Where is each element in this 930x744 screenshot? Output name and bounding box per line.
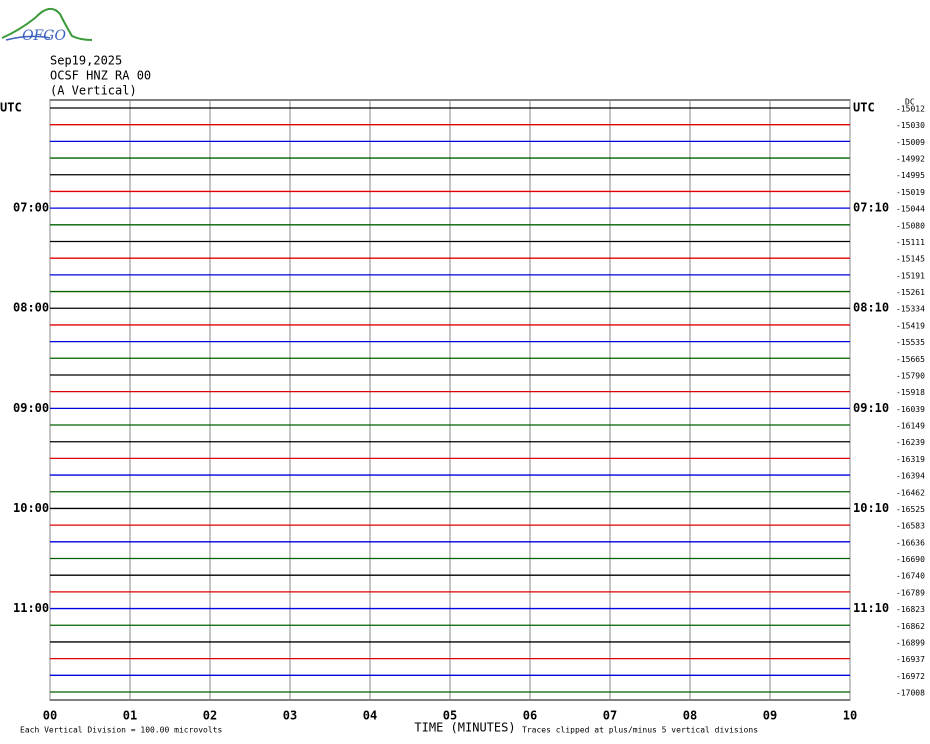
clip-note: Traces clipped at plus/minus 5 vertical …	[522, 726, 758, 735]
time-label-left: 11:00	[13, 601, 49, 615]
offset-label: -15080	[896, 221, 925, 230]
time-label-right: 07:10	[853, 201, 889, 215]
time-label-left: 10:00	[13, 501, 49, 515]
offset-label: -14992	[896, 155, 925, 164]
subtitle: OCSF HNZ RA 00	[50, 69, 151, 83]
offset-label: -16239	[896, 438, 925, 447]
offset-label: -15145	[896, 255, 925, 264]
x-tick-label: 03	[283, 709, 297, 723]
offset-label: -15665	[896, 355, 925, 364]
offset-label: -15419	[896, 321, 925, 330]
offset-label: -16937	[896, 655, 925, 664]
offset-label: -15918	[896, 388, 925, 397]
offset-label: -15012	[896, 105, 925, 114]
offset-label: -16636	[896, 538, 925, 547]
time-label-right: 11:10	[853, 601, 889, 615]
offset-label: -16789	[896, 588, 925, 597]
time-label-right: 09:10	[853, 401, 889, 415]
offset-label: -15009	[896, 138, 925, 147]
time-label-left: 09:00	[13, 401, 49, 415]
offset-label: -14995	[896, 171, 925, 180]
offset-label: -16319	[896, 455, 925, 464]
offset-label: -15535	[896, 338, 925, 347]
offset-label: -15044	[896, 205, 925, 214]
scale-note: Each Vertical Division = 100.00 microvol…	[20, 726, 222, 735]
component: (A Vertical)	[50, 84, 137, 98]
title: Sep19,2025	[50, 54, 122, 68]
offset-label: -17008	[896, 689, 925, 698]
offset-label: -16394	[896, 472, 925, 481]
offset-label: -16583	[896, 522, 925, 531]
time-label-right: 10:10	[853, 501, 889, 515]
time-label-left: UTC	[0, 101, 22, 115]
offset-label: -15790	[896, 371, 925, 380]
offset-label: -15019	[896, 188, 925, 197]
x-tick-label: 07	[603, 709, 617, 723]
offset-label: -16039	[896, 405, 925, 414]
x-axis-label: TIME (MINUTES)	[414, 721, 515, 735]
time-label-right: UTC	[853, 101, 875, 115]
logo: OFGO	[1, 7, 93, 44]
offset-label: -15261	[896, 288, 925, 297]
offset-label: -16823	[896, 605, 925, 614]
offset-label: -16462	[896, 488, 925, 497]
x-tick-label: 09	[763, 709, 777, 723]
x-tick-label: 10	[843, 709, 857, 723]
x-tick-label: 00	[43, 709, 57, 723]
offset-label: -16690	[896, 555, 925, 564]
offset-label: -16862	[896, 622, 925, 631]
x-tick-label: 05	[443, 709, 457, 723]
x-tick-label: 02	[203, 709, 217, 723]
dc-label: DC	[905, 98, 915, 107]
offset-label: -16525	[896, 505, 925, 514]
offset-label: -15030	[896, 121, 925, 130]
x-tick-label: 01	[123, 709, 137, 723]
time-label-left: 08:00	[13, 301, 49, 315]
x-tick-label: 06	[523, 709, 537, 723]
time-label-left: 07:00	[13, 201, 49, 215]
x-tick-label: 04	[363, 709, 377, 723]
time-label-right: 08:10	[853, 301, 889, 315]
offset-label: -16740	[896, 572, 925, 581]
offset-label: -15111	[896, 238, 925, 247]
x-tick-label: 08	[683, 709, 697, 723]
offset-label: -15334	[896, 305, 925, 314]
offset-label: -16972	[896, 672, 925, 681]
offset-label: -16899	[896, 638, 925, 647]
offset-label: -15191	[896, 271, 925, 280]
logo-text: OFGO	[22, 28, 66, 44]
offset-label: -16149	[896, 422, 925, 431]
